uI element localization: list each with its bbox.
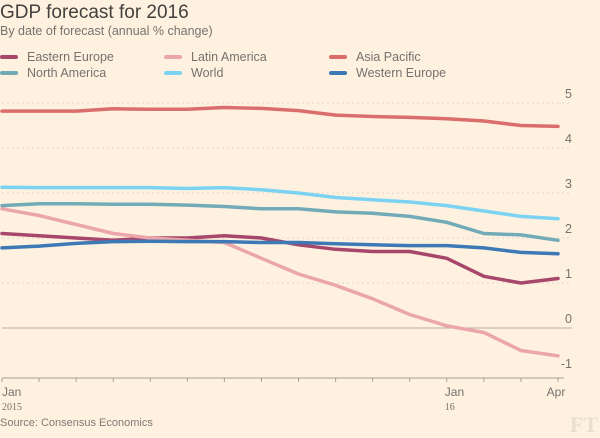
- legend-swatch: [0, 71, 18, 75]
- x-tick-sublabel: 16: [445, 402, 455, 413]
- legend-swatch: [329, 55, 347, 59]
- legend-swatch: [164, 55, 182, 59]
- legend-label: World: [191, 66, 224, 80]
- source-note: Source: Consensus Economics: [0, 417, 153, 429]
- series-line-latin-america: [0, 207, 560, 358]
- legend-label: Asia Pacific: [356, 50, 421, 64]
- y-tick-label: 3: [565, 177, 572, 191]
- legend-swatch: [329, 71, 347, 75]
- y-tick-label: 2: [565, 222, 572, 236]
- legend-label: North America: [27, 66, 107, 80]
- series-line-north-america: [0, 202, 560, 243]
- x-tick-label: Jan: [445, 385, 464, 399]
- ft-logo: FT: [569, 412, 598, 437]
- x-tick-label: Jan: [2, 385, 21, 399]
- legend-label: Latin America: [191, 50, 267, 64]
- y-tick-label: 0: [565, 312, 572, 326]
- series-line-world: [0, 185, 560, 221]
- legend-label: Western Europe: [356, 66, 447, 80]
- legend-item-latin-america: Latin America: [164, 50, 267, 64]
- y-tick-label: -1: [561, 357, 572, 371]
- legend-swatch: [164, 71, 182, 75]
- chart-subtitle: By date of forecast (annual % change): [0, 24, 213, 38]
- series-line-asia-pacific: [0, 105, 560, 129]
- legend-item-north-america: North America: [0, 66, 106, 80]
- legend-item-western-europe: Western Europe: [329, 66, 446, 80]
- legend-item-asia-pacific: Asia Pacific: [329, 50, 421, 64]
- legend-label: Eastern Europe: [27, 50, 114, 64]
- y-tick-label: 4: [565, 132, 572, 146]
- y-tick-label: 5: [565, 87, 572, 101]
- legend-item-world: World: [164, 66, 223, 80]
- x-tick-label: Apr: [547, 385, 566, 399]
- legend-item-eastern-europe: Eastern Europe: [0, 50, 114, 64]
- y-tick-label: 1: [565, 267, 572, 281]
- legend: Eastern Europe Latin America Asia Pacifi…: [0, 50, 600, 84]
- x-tick-sublabel: 2015: [2, 402, 22, 413]
- legend-swatch: [0, 55, 18, 59]
- series-line-western-europe: [0, 239, 560, 256]
- chart-title: GDP forecast for 2016: [0, 2, 189, 23]
